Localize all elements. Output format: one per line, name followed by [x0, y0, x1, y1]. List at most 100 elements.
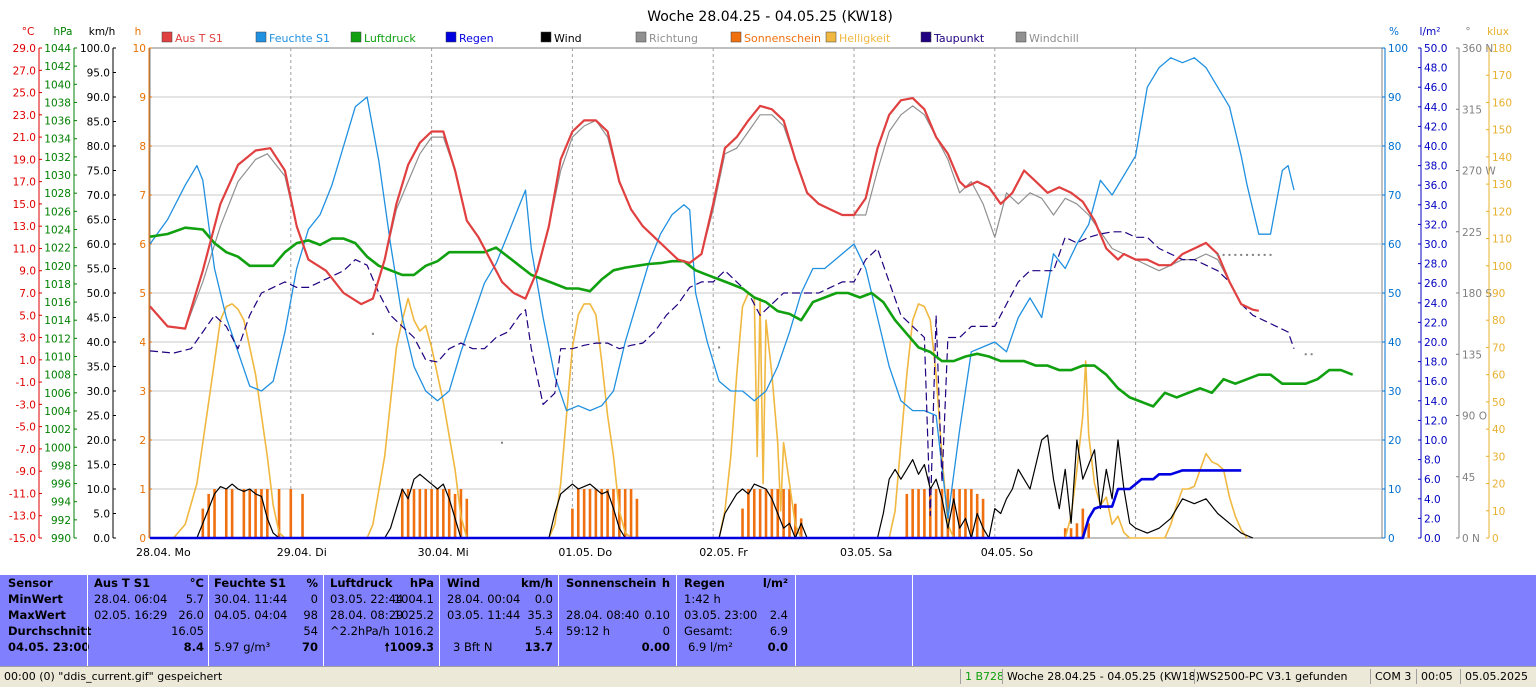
axis-tick-label: -9.0 [16, 466, 37, 478]
axis-tick-label: 1000 [44, 442, 71, 454]
sunshine-bar [770, 489, 774, 538]
axis-tick-label: 170 [1492, 70, 1512, 82]
axis-tick-label: -5.0 [16, 422, 37, 434]
axis-tick-label: 1024 [44, 224, 71, 236]
sunshine-bar [277, 489, 281, 538]
axis-tick-label: 1028 [44, 188, 71, 200]
stats-row-label: 04.05. 23:00 [8, 640, 90, 654]
axis-tick-label: 5 [139, 288, 146, 300]
axis-tick-label: 140 [1492, 152, 1512, 164]
axis-tick-label: 9.0 [19, 266, 36, 278]
direction-point [1263, 253, 1266, 256]
direction-point [1228, 253, 1231, 256]
x-axis-day-labels: 28.04. Mo 29.04. Di 30.04. Mi 01.05. Do 02.0… [136, 546, 1033, 559]
stats-regen-column: Regen l/m² 1:42 h 03.05. 23:00 2.4 Gesamt:… [684, 575, 788, 666]
sunshine-bar [254, 489, 257, 538]
sunshine-bar [981, 498, 985, 538]
axis-tick-label: 50.0 [1424, 43, 1447, 55]
axis-tick-label: 10 [133, 43, 146, 55]
axis-tick-label: -3.0 [16, 399, 37, 411]
axis-tick-label: 120 [1492, 206, 1512, 218]
stats-druck-trend: ^2.2hPa/h [330, 624, 390, 638]
axis-tick-label: 360 N [1462, 43, 1493, 55]
axis-tick-label: 18.0 [1424, 357, 1447, 369]
axis-tick-label: 80.0 [87, 141, 110, 153]
stats-regen-total-label: Gesamt: [684, 624, 733, 638]
sunshine-bar [447, 489, 451, 538]
sunshine-bar [571, 508, 574, 538]
sunshine-bar [436, 489, 439, 538]
x-day-label: 01.05. Do [558, 546, 612, 559]
x-day-label: 28.04. Mo [136, 546, 191, 559]
axis-tick-label: 100 [1492, 261, 1512, 273]
axis-tick-label: 80 [1388, 141, 1401, 153]
axis-tick-label: 160 [1492, 97, 1512, 109]
axis-tick-label: -13.0 [9, 511, 36, 523]
sunshine-bar [799, 518, 803, 538]
axis-tick-label: 180 [1492, 43, 1512, 55]
sunshine-bar [430, 489, 433, 538]
sunshine-bar [1075, 523, 1079, 538]
axis-tick-label: 14.0 [1424, 396, 1447, 408]
weather-chart: Woche 28.04.25 - 04.05.25 (KW18) °C29.02… [9, 9, 1512, 559]
axis-tick-label: 30 [1388, 386, 1401, 398]
axis-tick-label: 34.0 [1424, 200, 1447, 212]
axis-tick-label: 1018 [44, 279, 71, 291]
stats-druck-min-time: 03.05. 22:44 [330, 592, 404, 606]
stats-separator [208, 575, 209, 666]
legend-swatch [540, 31, 552, 43]
legend-swatch [255, 31, 267, 43]
axis-tick-label: 8.0 [1424, 455, 1441, 467]
sunshine-bar [741, 508, 744, 538]
stats-sonne-current-value: 0.00 [641, 640, 670, 654]
direction-point [1310, 353, 1313, 356]
status-date: 05.05.2025 [1460, 669, 1536, 684]
stats-separator [558, 575, 559, 666]
sunshine-bar [266, 489, 269, 538]
stats-regen-current-value: 0.0 [767, 640, 788, 654]
stats-wind-title: Wind [447, 576, 481, 590]
axis-tick-label: -15.0 [9, 533, 36, 545]
axis-tick-label: 1016 [44, 297, 71, 309]
axis-tick-label: 48.0 [1424, 63, 1447, 75]
axis-tick-label: 36.0 [1424, 180, 1447, 192]
axis-tick-label: 2 [139, 435, 146, 447]
axis-tick-label: 44.0 [1424, 102, 1447, 114]
axis-tick-label: 225 [1462, 227, 1482, 239]
stats-feuchte-absolute: 5.97 g/m³ [214, 640, 271, 654]
axis-tick-label: 30.0 [1424, 239, 1447, 251]
sunshine-bar [260, 489, 263, 538]
axes: °C29.027.025.023.021.019.017.015.013.011… [9, 26, 1512, 545]
stats-sensor-column: Sensor MinWert MaxWert Durchschnitt 04.0… [8, 575, 91, 666]
legend: Aus T S1 Feuchte S1 Luftdruck Regen Wind Rich… [161, 31, 1079, 45]
axis-tick-label: 22.0 [1424, 317, 1447, 329]
axis-tick-label: 10 [1388, 484, 1401, 496]
stats-aust-min-value: 5.7 [185, 592, 204, 606]
axis-tick-label: 0 [1492, 533, 1499, 545]
stats-regen-duration: 1:42 h [684, 592, 721, 606]
axis-tick-label: 4.0 [1424, 494, 1441, 506]
axis-tick-label: 1022 [44, 243, 71, 255]
sunshine-bar [958, 489, 961, 538]
x-day-label: 30.04. Mi [418, 546, 469, 559]
stats-druck-title: Luftdruck [330, 576, 393, 590]
axis-tick-label: 1044 [44, 43, 71, 55]
stats-aust-max-time: 02.05. 16:29 [94, 608, 168, 622]
axis-tick-label: 315 [1462, 104, 1482, 116]
status-time: 00:05 [1416, 669, 1460, 684]
stats-feuchte-current-value: 70 [301, 640, 318, 654]
stats-feuchte-max-time: 04.05. 04:04 [214, 608, 288, 622]
axis-tick-label: 15.0 [13, 199, 36, 211]
series-line-aus-t-s1 [149, 96, 1260, 330]
axis-tick-label: -1.0 [16, 377, 37, 389]
stats-wind-avg-value: 5.4 [534, 624, 553, 638]
axis-tick-label: 55.0 [87, 264, 110, 276]
axis-tick-label: 1008 [44, 370, 71, 382]
axis-tick-label: 45.0 [87, 313, 110, 325]
stats-feuchte-avg-value: 54 [303, 624, 318, 638]
x-day-label: 04.05. So [981, 546, 1033, 559]
direction-point [1234, 253, 1237, 256]
axis-tick-label: 6.0 [1424, 474, 1441, 486]
stats-feuchte-column: Feuchte S1% 30.04. 11:44 0 04.05. 04:04 98… [214, 575, 318, 666]
stats-wind-max-value: 35.3 [527, 608, 553, 622]
